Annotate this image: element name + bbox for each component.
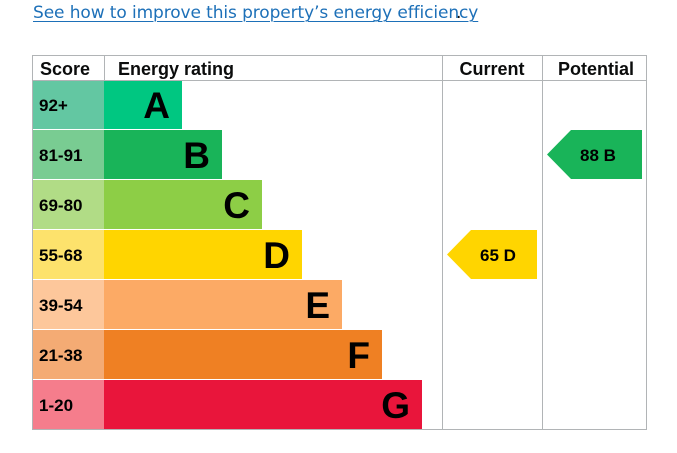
current-rating-arrow [447,230,537,279]
score-label-e: 39-54 [39,296,83,315]
rating-bar-f [104,330,382,379]
score-label-c: 69-80 [39,196,82,215]
link-trailing-period: . [456,3,462,23]
table-headers: Score Energy rating Current Potential [40,59,634,79]
score-cell-c [32,180,104,229]
rating-letter-d: D [263,235,290,276]
score-cell-b [32,130,104,179]
header-energy-rating: Energy rating [118,59,234,79]
improve-energy-efficiency-link[interactable]: See how to improve this property’s energ… [33,3,479,23]
score-label-b: 81-91 [39,146,82,165]
score-cell-d [32,230,104,279]
score-label-d: 55-68 [39,246,82,265]
rating-bar-e [104,280,342,329]
rating-bar-d [104,230,302,279]
grid-lines [32,55,647,430]
score-cell-e [32,280,104,329]
potential-rating-label: 88 B [580,146,616,165]
header-potential: Potential [558,59,634,79]
rating-letter-f: F [347,335,370,376]
header-current: Current [459,59,524,79]
rating-letter-g: G [381,385,410,426]
rating-bar-c [104,180,262,229]
score-cell-a [32,80,104,129]
rating-letter-e: E [305,285,330,326]
rating-bar-g [104,380,422,429]
score-cell-f [32,330,104,379]
rating-bands: 92+ A 81-91 B 69-80 C 55-68 D 39-54 E 21-38 F 1-20 G [32,80,422,429]
table-border [32,55,647,430]
score-label-f: 21-38 [39,346,82,365]
rating-letter-a: A [143,85,170,126]
score-label-a: 92+ [39,96,68,115]
current-rating-label: 65 D [480,246,516,265]
rating-markers: 65 D 88 B [447,130,642,279]
rating-bar-b [104,130,222,179]
score-cell-g [32,380,104,429]
rating-bar-a [104,80,182,129]
rating-letter-c: C [223,185,250,226]
potential-rating-arrow [547,130,642,179]
rating-letter-b: B [183,135,210,176]
score-label-g: 1-20 [39,396,73,415]
header-score: Score [40,59,90,79]
